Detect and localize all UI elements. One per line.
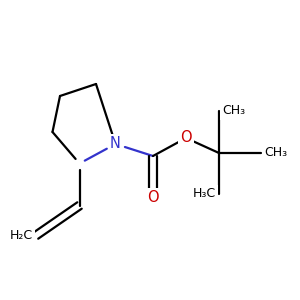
Text: O: O xyxy=(180,130,192,146)
Text: H₂C: H₂C xyxy=(10,229,33,242)
Text: CH₃: CH₃ xyxy=(264,146,287,160)
Text: O: O xyxy=(147,190,159,206)
Text: H₃C: H₃C xyxy=(193,187,216,200)
Text: CH₃: CH₃ xyxy=(222,104,245,118)
Text: N: N xyxy=(110,136,121,152)
